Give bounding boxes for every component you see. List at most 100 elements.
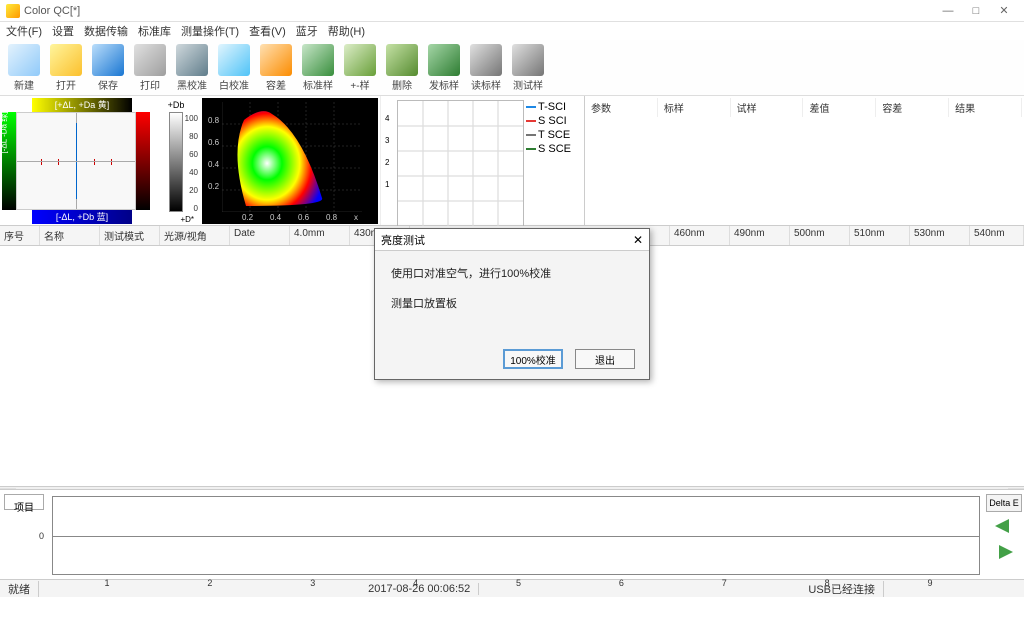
calibration-dialog: 亮度测试 ✕ 使用口对准空气，进行100%校准 测量口放置板 100%校准 退出 bbox=[374, 228, 650, 380]
toolbar-label: 新建 bbox=[14, 77, 34, 92]
legend-item: T-SCI bbox=[526, 100, 582, 114]
status-conn: USB已经连接 bbox=[800, 581, 884, 597]
grid-col[interactable]: 名称 bbox=[40, 226, 100, 245]
menu-settings[interactable]: 设置 bbox=[52, 23, 74, 39]
toolbar-发标样[interactable]: 发标样 bbox=[424, 42, 464, 94]
bottom-chart-panel: 项目 0 123456789 Delta E bbox=[0, 489, 1024, 579]
toolbar-label: 测试样 bbox=[513, 77, 543, 92]
grid-col[interactable]: 测试模式 bbox=[100, 226, 160, 245]
menu-bluetooth[interactable]: 蓝牙 bbox=[296, 23, 318, 39]
toolbar-白校准[interactable]: 白校准 bbox=[214, 42, 254, 94]
lab-left-label: [-ΔL -Da 绿] bbox=[0, 112, 10, 154]
grid-col[interactable]: 540nm bbox=[970, 226, 1024, 245]
maximize-button[interactable]: □ bbox=[962, 2, 990, 20]
toolbar-icon bbox=[302, 44, 334, 76]
toolbar-icon bbox=[92, 44, 124, 76]
menu-stdlib[interactable]: 标准库 bbox=[138, 23, 171, 39]
lab-bot-label: [-ΔL, +Db 蓝] bbox=[32, 210, 132, 224]
grid-col[interactable]: 530nm bbox=[910, 226, 970, 245]
ptable-col: 容差 bbox=[878, 98, 949, 117]
window-title: Color QC[*] bbox=[24, 5, 934, 17]
spectral-legend: T-SCIS SCIT SCES SCE bbox=[526, 100, 582, 156]
bottom-chart: 0 123456789 bbox=[52, 496, 980, 575]
grid-col[interactable]: 510nm bbox=[850, 226, 910, 245]
menubar: 文件(F) 设置 数据传输 标准库 测量操作(T) 查看(V) 蓝牙 帮助(H) bbox=[0, 22, 1024, 40]
toolbar-icon bbox=[50, 44, 82, 76]
toolbar-打印[interactable]: 打印 bbox=[130, 42, 170, 94]
grid-col[interactable]: 4.0mm bbox=[290, 226, 350, 245]
grid-col[interactable]: 490nm bbox=[730, 226, 790, 245]
legend-item: S SCE bbox=[526, 142, 582, 156]
legend-item: T SCE bbox=[526, 128, 582, 142]
spectral-panel: 4 3 2 1 T-SCIS SCIT SCES SCE bbox=[380, 96, 584, 225]
panels-row: [+ΔL, +Da 黄] [-ΔL -Da 绿] [-ΔL, +Db 蓝] +D… bbox=[0, 96, 1024, 226]
toolbar-label: 容差 bbox=[266, 77, 286, 92]
menu-measure[interactable]: 测量操作(T) bbox=[181, 23, 239, 39]
grid-col[interactable]: 460nm bbox=[670, 226, 730, 245]
lab-scale: +Db 100 80 60 40 20 0 +D* bbox=[154, 100, 198, 224]
lab-scale-head: +Db bbox=[154, 100, 198, 110]
arrow-right-icon[interactable] bbox=[986, 540, 1022, 564]
toolbar-icon bbox=[218, 44, 250, 76]
toolbar-标准样[interactable]: 标准样 bbox=[298, 42, 338, 94]
lab-panel: [+ΔL, +Da 黄] [-ΔL -Da 绿] [-ΔL, +Db 蓝] +D… bbox=[0, 96, 200, 225]
calibrate-button[interactable]: 100%校准 bbox=[503, 349, 563, 369]
toolbar-label: 白校准 bbox=[219, 77, 249, 92]
legend-item: S SCI bbox=[526, 114, 582, 128]
toolbar-打开[interactable]: 打开 bbox=[46, 42, 86, 94]
toolbar-label: 标准样 bbox=[303, 77, 333, 92]
toolbar-保存[interactable]: 保存 bbox=[88, 42, 128, 94]
spectral-chart bbox=[397, 100, 524, 227]
grid-col[interactable]: 500nm bbox=[790, 226, 850, 245]
app-icon bbox=[6, 4, 20, 18]
cie-diagram bbox=[222, 102, 362, 212]
deltae-button[interactable]: Delta E bbox=[986, 494, 1022, 512]
exit-button[interactable]: 退出 bbox=[575, 349, 635, 369]
menu-help[interactable]: 帮助(H) bbox=[328, 23, 365, 39]
toolbar-读标样[interactable]: 读标样 bbox=[466, 42, 506, 94]
toolbar-icon bbox=[428, 44, 460, 76]
toolbar-icon bbox=[176, 44, 208, 76]
grid-col[interactable]: 序号 bbox=[0, 226, 40, 245]
lab-top-label: [+ΔL, +Da 黄] bbox=[32, 98, 132, 112]
toolbar-label: 打印 bbox=[140, 77, 160, 92]
toolbar-label: 删除 bbox=[392, 77, 412, 92]
toolbar-+-样[interactable]: +-样 bbox=[340, 42, 380, 94]
lab-plot bbox=[16, 112, 136, 210]
toolbar-icon bbox=[386, 44, 418, 76]
menu-file[interactable]: 文件(F) bbox=[6, 23, 42, 39]
menu-data[interactable]: 数据传输 bbox=[84, 23, 128, 39]
minimize-button[interactable]: — bbox=[934, 2, 962, 20]
toolbar-label: 打开 bbox=[56, 77, 76, 92]
menu-view[interactable]: 查看(V) bbox=[249, 23, 286, 39]
params-table-panel: 参数标样试样差值容差结果 bbox=[584, 96, 1024, 225]
lab-right-bar bbox=[136, 112, 150, 210]
ptable-col: 参数 bbox=[587, 98, 658, 117]
toolbar-icon bbox=[512, 44, 544, 76]
bottom-chart-label: 项目 bbox=[4, 494, 44, 510]
grid-col[interactable]: 光源/视角 bbox=[160, 226, 230, 245]
arrow-left-icon[interactable] bbox=[986, 514, 1022, 538]
titlebar: Color QC[*] — □ ✕ bbox=[0, 0, 1024, 22]
toolbar-黑校准[interactable]: 黑校准 bbox=[172, 42, 212, 94]
toolbar-容差[interactable]: 容差 bbox=[256, 42, 296, 94]
dialog-titlebar: 亮度测试 ✕ bbox=[375, 229, 649, 251]
toolbar-icon bbox=[260, 44, 292, 76]
dialog-line1: 使用口对准空气，进行100%校准 bbox=[391, 265, 633, 281]
toolbar-label: +-样 bbox=[350, 77, 369, 92]
ptable-col: 差值 bbox=[805, 98, 876, 117]
cie-panel: 0.2 0.4 0.6 0.8 x 0.8 0.6 0.4 0.2 bbox=[200, 96, 380, 225]
grid-col[interactable]: Date bbox=[230, 226, 290, 245]
close-button[interactable]: ✕ bbox=[990, 2, 1018, 20]
dialog-title: 亮度测试 bbox=[381, 232, 425, 248]
toolbar-icon bbox=[344, 44, 376, 76]
toolbar: 新建 打开 保存 打印黑校准白校准 容差 标准样 +-样 删除 发标样读标样测试样 bbox=[0, 40, 1024, 96]
toolbar-label: 保存 bbox=[98, 77, 118, 92]
toolbar-删除[interactable]: 删除 bbox=[382, 42, 422, 94]
dialog-close-icon[interactable]: ✕ bbox=[633, 233, 643, 247]
toolbar-icon bbox=[8, 44, 40, 76]
toolbar-新建[interactable]: 新建 bbox=[4, 42, 44, 94]
toolbar-测试样[interactable]: 测试样 bbox=[508, 42, 548, 94]
toolbar-label: 发标样 bbox=[429, 77, 459, 92]
ptable-col: 标样 bbox=[660, 98, 731, 117]
